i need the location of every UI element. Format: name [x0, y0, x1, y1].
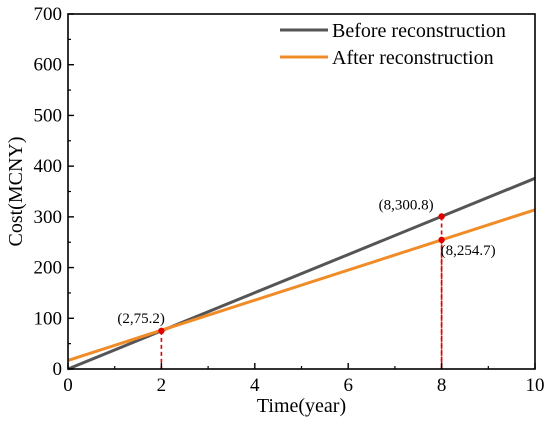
y-tick-label-0: 0 [53, 359, 63, 380]
axes-layer: 0 2 4 6 8 100100200300400500600700Time(year)C… [5, 4, 545, 417]
annotation-label-0: (2,75.2) [117, 311, 164, 327]
annotation-layer: (2,75.2) (8,300.8) (8,254.7) [117, 197, 496, 369]
series-layer [67, 176, 536, 371]
x-tick-label-5: 10 [526, 375, 545, 396]
x-tick-label-0: 0 [63, 375, 73, 396]
legend-label-1: After reconstruction [332, 47, 494, 69]
annotation-label-2: (8,254.7) [441, 243, 496, 259]
y-tick-label-4: 400 [34, 156, 63, 177]
y-tick-label-5: 500 [34, 105, 63, 126]
series-line-1 [67, 208, 536, 362]
y-tick-label-1: 100 [34, 308, 63, 329]
x-tick-label-1: 2 [157, 375, 167, 396]
annotation-point-0 [158, 327, 165, 335]
x-tick-label-3: 6 [343, 375, 353, 396]
legend-label-0: Before reconstruction [332, 20, 506, 42]
series-line-0 [67, 176, 536, 371]
y-axis-title: Cost(MCNY) [5, 136, 27, 246]
y-tick-label-6: 600 [34, 55, 63, 76]
legend: Before reconstruction After reconstructio… [280, 20, 506, 69]
x-tick-label-4: 8 [437, 375, 447, 396]
y-tick-label-7: 700 [34, 4, 63, 25]
y-tick-label-2: 200 [34, 258, 63, 279]
annotation-point-2 [438, 236, 445, 244]
x-axis-title: Time(year) [257, 395, 346, 417]
annotation-label-1: (8,300.8) [379, 197, 434, 213]
annotation-point-1 [438, 213, 445, 220]
y-tick-label-3: 300 [34, 207, 63, 228]
x-tick-label-2: 4 [250, 375, 260, 396]
